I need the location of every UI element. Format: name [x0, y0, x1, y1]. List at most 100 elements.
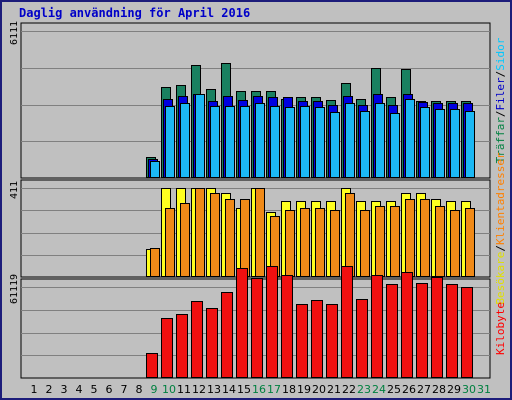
bar-kilobyte-day-14 [221, 292, 233, 378]
bar-klientadresser-day-26 [405, 199, 415, 277]
x-tick-label-day-14: 14 [222, 383, 236, 396]
bar-sidor-day-18 [285, 107, 295, 178]
bar-klientadresser-day-28 [435, 206, 445, 277]
x-tick-label-day-1: 1 [31, 383, 38, 396]
bar-sidor-day-15 [240, 106, 250, 178]
x-tick-label-day-8: 8 [136, 383, 143, 396]
x-tick-label-day-13: 13 [207, 383, 221, 396]
bar-kilobyte-day-16 [251, 278, 263, 378]
x-tick-label-day-23: 23 [357, 383, 371, 396]
bar-klientadresser-day-25 [390, 206, 400, 277]
x-tick-label-day-3: 3 [61, 383, 68, 396]
bar-kilobyte-day-13 [206, 308, 218, 378]
x-tick-label-day-29: 29 [447, 383, 461, 396]
x-tick-label-day-27: 27 [417, 383, 431, 396]
panel-max-label: 411 [9, 181, 20, 199]
x-tick-label-day-2: 2 [46, 383, 53, 396]
x-tick-label-day-10: 10 [162, 383, 176, 396]
chart-title: Daglig användning för April 2016 [19, 6, 251, 20]
x-tick-label-day-24: 24 [372, 383, 386, 396]
x-tick-label-day-7: 7 [121, 383, 128, 396]
bar-kilobyte-day-20 [311, 300, 323, 378]
bar-kilobyte-day-23 [356, 299, 368, 378]
x-tick-label-day-4: 4 [76, 383, 83, 396]
bar-klientadresser-day-10 [165, 208, 175, 277]
bar-sidor-day-27 [420, 107, 430, 178]
legend-entry: Klientadresser [494, 152, 507, 245]
panel-kilobyte: 61119 Kilobyte [9, 266, 507, 379]
legend-entry: / [494, 245, 507, 252]
x-tick-label-day-26: 26 [402, 383, 416, 396]
legend-entry: Kilobyte [494, 302, 507, 355]
legend-entry: / [494, 110, 507, 117]
panel-max-label: 6111 [9, 21, 20, 45]
bar-kilobyte-day-25 [386, 284, 398, 378]
x-tick-label-day-18: 18 [282, 383, 296, 396]
bar-sidor-day-29 [450, 109, 460, 178]
x-tick-label-day-15: 15 [237, 383, 251, 396]
legend-entry: Sidor [494, 37, 507, 70]
bar-kilobyte-day-26 [401, 272, 413, 378]
bar-sidor-day-24 [375, 103, 385, 178]
bar-kilobyte-day-9 [146, 353, 158, 378]
bar-klientadresser-day-30 [465, 208, 475, 277]
bar-sidor-day-25 [390, 113, 400, 178]
bar-klientadresser-day-14 [225, 199, 235, 277]
bar-sidor-day-14 [225, 106, 235, 178]
bar-sidor-day-16 [255, 103, 265, 178]
x-tick-label-day-17: 17 [267, 383, 281, 396]
bar-klientadresser-day-27 [420, 199, 430, 277]
bar-kilobyte-day-27 [416, 283, 428, 378]
bar-sidor-day-12 [195, 94, 205, 178]
x-tick-label-day-16: 16 [252, 383, 266, 396]
series-sidor [150, 94, 475, 178]
bar-kilobyte-day-24 [371, 275, 383, 378]
bar-sidor-day-9 [150, 161, 160, 178]
bar-sidor-day-20 [315, 107, 325, 178]
bar-klientadresser-day-12 [195, 188, 205, 277]
x-tick-label-day-30: 30 [462, 383, 476, 396]
bar-kilobyte-day-28 [431, 277, 443, 378]
x-tick-label-day-21: 21 [327, 383, 341, 396]
bar-klientadresser-day-15 [240, 199, 250, 277]
x-tick-label-day-5: 5 [91, 383, 98, 396]
bar-sidor-day-28 [435, 109, 445, 178]
bar-klientadresser-day-24 [375, 206, 385, 277]
x-tick-label-day-12: 12 [192, 383, 206, 396]
panel-legend: Besökare/Klientadresser [494, 152, 507, 305]
x-tick-label-day-22: 22 [342, 383, 356, 396]
bar-kilobyte-day-17 [266, 266, 278, 378]
bar-sidor-day-26 [405, 99, 415, 178]
bar-kilobyte-day-30 [461, 287, 473, 378]
bar-sidor-day-23 [360, 111, 370, 178]
panel-besok-klientadresser: 411 Besökare/Klientadresser [9, 152, 507, 305]
x-tick-label-day-11: 11 [177, 383, 191, 396]
panel-legend: Kilobyte [494, 302, 507, 355]
bar-sidor-day-30 [465, 111, 475, 178]
legend-entry: Träffar [494, 117, 507, 164]
bar-klientadresser-day-9 [150, 248, 160, 277]
bar-sidor-day-17 [270, 106, 280, 178]
legend-entry: Besökare [494, 252, 507, 305]
bar-klientadresser-day-29 [450, 210, 460, 277]
bar-sidor-day-13 [210, 106, 220, 178]
x-tick-label-day-6: 6 [106, 383, 113, 396]
bar-klientadresser-day-19 [300, 208, 310, 277]
x-tick-label-day-19: 19 [297, 383, 311, 396]
bar-kilobyte-day-18 [281, 275, 293, 378]
bar-sidor-day-19 [300, 106, 310, 178]
x-tick-label-day-31: 31 [477, 383, 491, 396]
bar-kilobyte-day-11 [176, 314, 188, 378]
legend-entry: / [494, 71, 507, 78]
bar-klientadresser-day-11 [180, 203, 190, 277]
bar-klientadresser-day-21 [330, 210, 340, 277]
bar-sidor-day-21 [330, 112, 340, 178]
series-kilobyte [146, 266, 473, 378]
bar-kilobyte-day-12 [191, 301, 203, 378]
bar-kilobyte-day-29 [446, 284, 458, 378]
bar-sidor-day-10 [165, 106, 175, 178]
bar-sidor-day-22 [345, 103, 355, 178]
bar-kilobyte-day-21 [326, 304, 338, 378]
series-klientadresser [150, 188, 475, 277]
